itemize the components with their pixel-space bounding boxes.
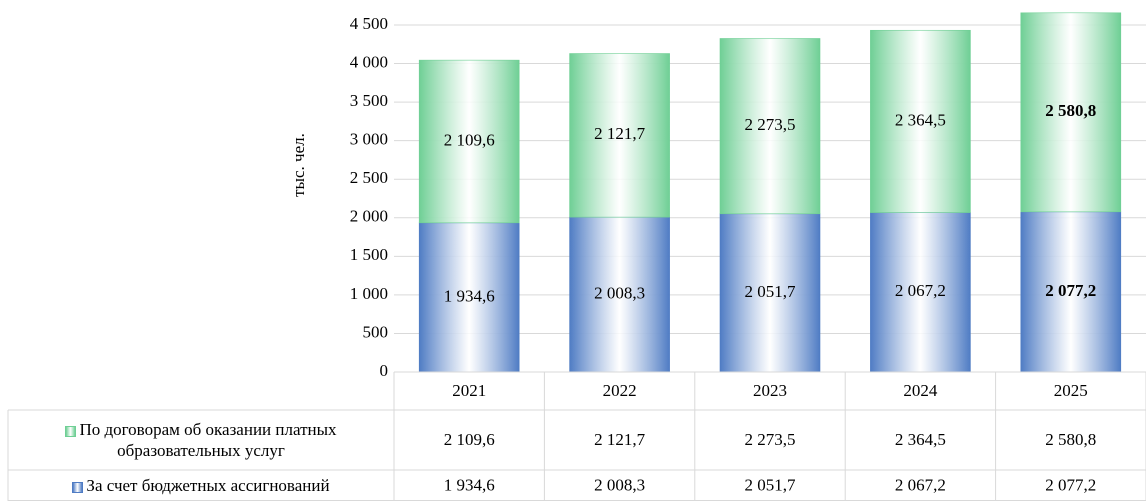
- y-axis-label: тыс. чел.: [289, 133, 308, 197]
- x-tick-label: 2021: [452, 381, 486, 400]
- table-value: 2 109,6: [444, 430, 495, 449]
- data-label: 2 008,3: [594, 283, 645, 302]
- bar-segment: [418, 59, 520, 224]
- y-tick-label: 4 000: [350, 52, 388, 71]
- table-value: 2 580,8: [1045, 430, 1096, 449]
- legend-entry: За счет бюджетных ассигнований: [12, 470, 390, 501]
- bar-segment: [719, 213, 821, 373]
- data-label: 2 273,5: [745, 115, 796, 134]
- x-tick-label: 2024: [903, 381, 938, 400]
- y-tick-label: 3 000: [350, 130, 388, 149]
- x-tick-label: 2022: [603, 381, 637, 400]
- y-tick-label: 1 500: [350, 245, 388, 264]
- bar-segment: [1020, 12, 1122, 213]
- bar-segment: [569, 53, 670, 218]
- data-label: 1 934,6: [444, 286, 495, 305]
- y-tick-label: 3 500: [350, 91, 388, 110]
- bar-segment: [870, 212, 971, 373]
- table-value: 2 364,5: [895, 430, 946, 449]
- legend-label: За счет бюджетных ассигнований: [12, 470, 390, 501]
- table-value: 1 934,6: [444, 475, 495, 494]
- legend-label: По договорам об оказании платных образов…: [12, 410, 390, 470]
- y-tick-label: 2 000: [350, 207, 388, 226]
- table-value: 2 077,2: [1045, 475, 1096, 494]
- data-label: 2 121,7: [594, 124, 646, 143]
- legend-entry: По договорам об оказании платных образов…: [12, 410, 390, 470]
- data-label: 2 109,6: [444, 130, 495, 149]
- table-value: 2 051,7: [745, 475, 797, 494]
- y-tick-label: 0: [380, 361, 389, 380]
- data-label: 2 364,5: [895, 110, 946, 129]
- x-tick-label: 2025: [1054, 381, 1088, 400]
- legend-swatch: [65, 425, 77, 437]
- table-value: 2 008,3: [594, 475, 645, 494]
- y-tick-label: 1 000: [350, 284, 388, 303]
- legend-text: По договорам об оказании платных образов…: [79, 420, 337, 460]
- data-label: 2 051,7: [745, 282, 797, 301]
- bar-segment: [719, 38, 821, 215]
- table-value: 2 067,2: [895, 475, 946, 494]
- y-tick-label: 500: [363, 322, 389, 341]
- x-tick-label: 2023: [753, 381, 787, 400]
- bar-segment: [1020, 211, 1122, 373]
- data-label: 2 067,2: [895, 281, 946, 300]
- table-value: 2 273,5: [745, 430, 796, 449]
- legend-swatch: [72, 481, 84, 493]
- y-tick-label: 4 500: [350, 14, 388, 33]
- data-label: 2 580,8: [1045, 101, 1096, 120]
- legend-text: За счет бюджетных ассигнований: [86, 476, 330, 495]
- data-label: 2 077,2: [1045, 281, 1096, 300]
- table-value: 2 121,7: [594, 430, 646, 449]
- bar-segment: [870, 29, 971, 213]
- y-tick-label: 2 500: [350, 168, 388, 187]
